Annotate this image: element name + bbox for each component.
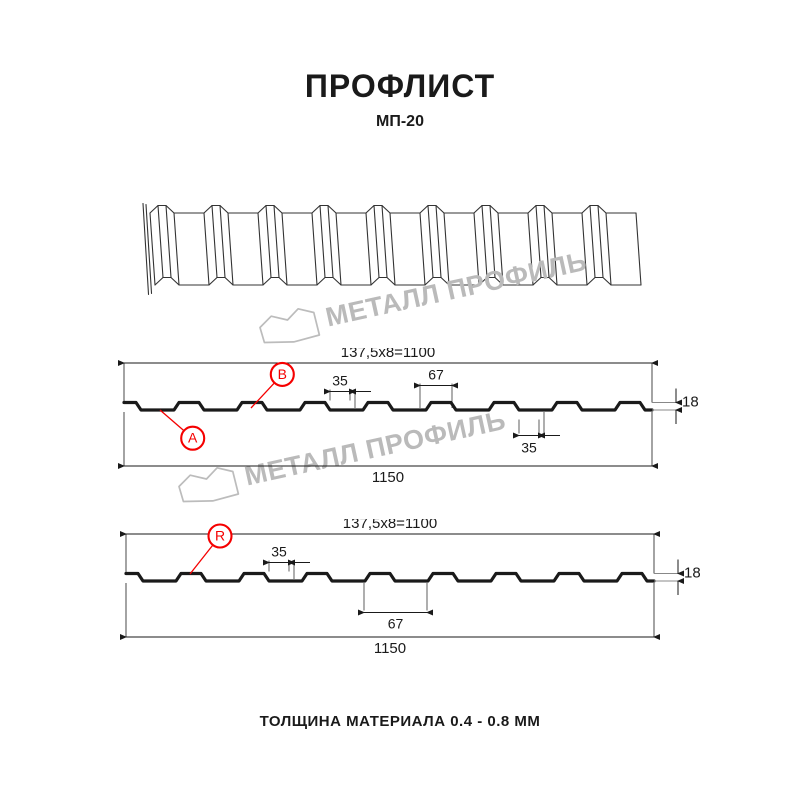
svg-text:A: A [188, 429, 198, 445]
svg-text:137,5x8=1100: 137,5x8=1100 [341, 348, 435, 361]
svg-text:35: 35 [521, 439, 537, 455]
svg-text:35: 35 [271, 544, 287, 560]
svg-text:R: R [215, 528, 225, 544]
svg-text:МЕТАЛЛ ПРОФИЛЬ: МЕТАЛЛ ПРОФИЛЬ [323, 246, 590, 333]
svg-text:67: 67 [388, 616, 404, 632]
svg-text:35: 35 [332, 372, 348, 388]
svg-text:B: B [277, 365, 286, 381]
svg-text:137,5x8=1100: 137,5x8=1100 [343, 519, 437, 532]
svg-text:18: 18 [682, 393, 698, 410]
svg-text:1150: 1150 [372, 469, 404, 486]
svg-text:18: 18 [684, 565, 700, 582]
svg-text:1150: 1150 [374, 640, 406, 657]
svg-text:67: 67 [428, 366, 444, 382]
